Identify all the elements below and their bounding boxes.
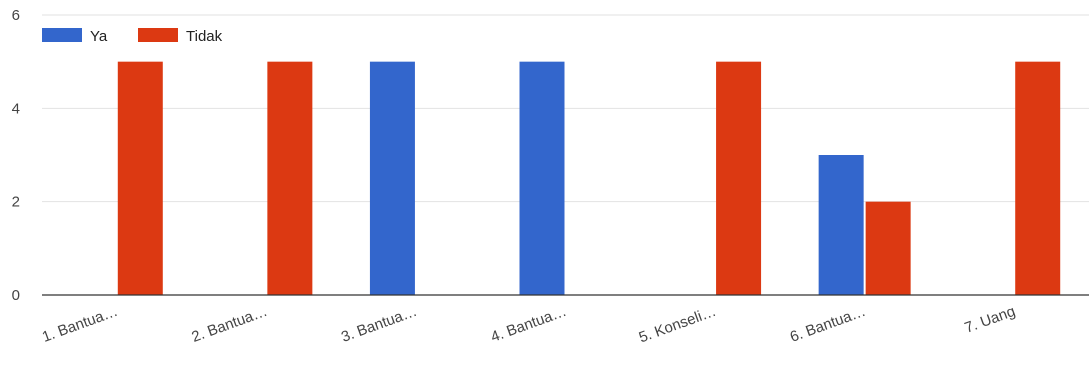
x-tick-label: 3. Bantua… (339, 303, 419, 346)
legend-swatch-tidak (138, 28, 178, 42)
bar-tidak-7[interactable] (1015, 61, 1061, 295)
bar-tidak-2[interactable] (267, 61, 313, 295)
bar-ya-3[interactable] (369, 61, 415, 295)
x-tick-label: 2. Bantua… (189, 303, 269, 346)
bar-tidak-1[interactable] (117, 61, 163, 295)
x-tick-label: 1. Bantua… (40, 303, 120, 346)
legend-label-ya: Ya (90, 28, 108, 45)
legend-label-tidak: Tidak (186, 28, 223, 45)
gridlines (42, 14, 1089, 203)
y-tick-label: 6 (12, 7, 20, 24)
x-tick-label: 5. Konseli… (637, 303, 719, 347)
y-tick-label: 2 (12, 194, 20, 211)
x-tick-label: 6. Bantua… (788, 303, 868, 346)
bar-ya-4[interactable] (519, 61, 565, 295)
x-axis-ticks: 1. Bantua… 2. Bantua… 3. Bantua… 4. Bantua…… (40, 303, 1018, 347)
bar-tidak-6[interactable] (865, 201, 911, 295)
bar-ya-6[interactable] (818, 155, 864, 295)
x-tick-label: 4. Bantua… (489, 303, 569, 346)
x-tick-label: 7. Uang (962, 303, 1017, 337)
y-tick-label: 0 (12, 287, 20, 304)
bar-tidak-5[interactable] (716, 61, 762, 295)
bars (117, 61, 1061, 295)
legend-swatch-ya (42, 28, 82, 42)
y-axis-ticks: 0 2 4 6 (12, 7, 20, 304)
y-tick-label: 4 (12, 100, 20, 117)
legend: Ya Tidak (42, 28, 223, 45)
